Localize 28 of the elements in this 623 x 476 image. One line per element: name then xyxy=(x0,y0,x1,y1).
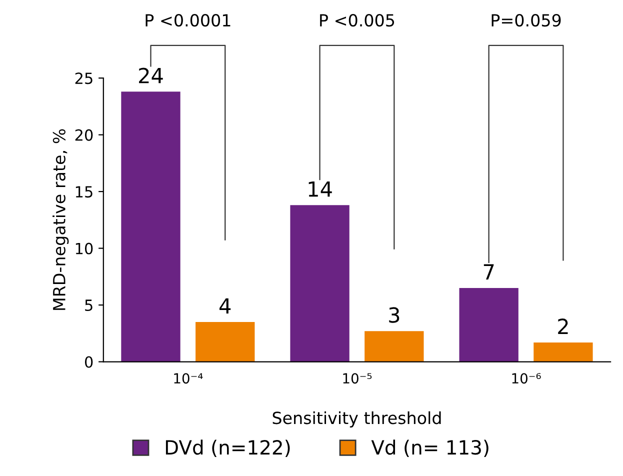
data-label: 7 xyxy=(484,264,494,280)
data-label: 3 xyxy=(389,307,400,323)
bar xyxy=(121,92,180,362)
bar xyxy=(290,205,350,362)
y-tick-label: 0 xyxy=(84,356,93,368)
text: P <0.005 xyxy=(320,14,394,27)
y-tick-label: 15 xyxy=(76,186,92,198)
text: P=0.059 xyxy=(492,14,561,27)
data-label: 4 xyxy=(220,298,231,314)
data-label: 2 xyxy=(558,318,568,334)
bar xyxy=(459,288,518,362)
x-tick-label: 10⁻⁴ xyxy=(174,373,203,384)
legend-label: Vd (n= 113) xyxy=(371,440,488,458)
text: P <0.0001 xyxy=(146,14,230,27)
y-tick-label: 10 xyxy=(76,242,93,254)
bar xyxy=(196,322,255,362)
legend-label: DVd (n=122) xyxy=(166,440,290,458)
data-label: 14 xyxy=(308,181,332,197)
bar xyxy=(364,331,424,362)
y-tick-label: 25 xyxy=(75,72,92,84)
bar xyxy=(534,342,593,362)
y-axis-title: MRD-negative rate, % xyxy=(52,129,69,310)
data-label: 24 xyxy=(139,68,163,84)
x-tick-label: 10⁻⁵ xyxy=(343,373,372,384)
y-tick-label: 5 xyxy=(85,300,92,312)
x-axis-title: Sensitivity threshold xyxy=(272,411,441,428)
y-tick-label: 20 xyxy=(75,129,93,141)
x-tick-label: 10⁻⁶ xyxy=(512,373,541,384)
